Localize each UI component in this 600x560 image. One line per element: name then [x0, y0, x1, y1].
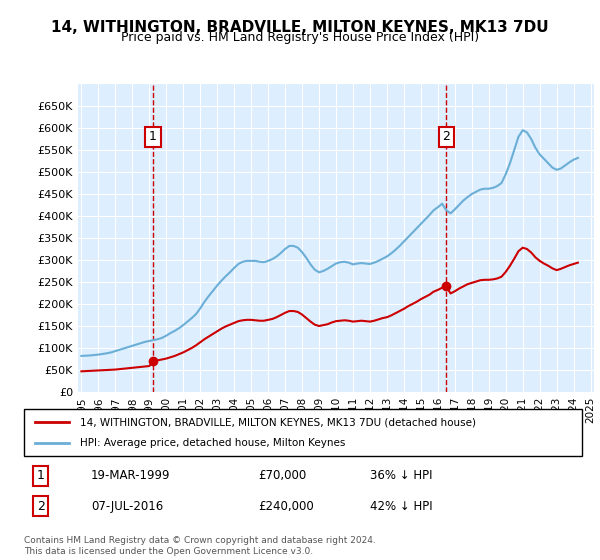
- Text: 14, WITHINGTON, BRADVILLE, MILTON KEYNES, MK13 7DU (detached house): 14, WITHINGTON, BRADVILLE, MILTON KEYNES…: [80, 417, 476, 427]
- Text: Contains HM Land Registry data © Crown copyright and database right 2024.
This d: Contains HM Land Registry data © Crown c…: [24, 536, 376, 556]
- FancyBboxPatch shape: [24, 409, 582, 456]
- Text: 36% ↓ HPI: 36% ↓ HPI: [370, 469, 433, 482]
- Text: Price paid vs. HM Land Registry's House Price Index (HPI): Price paid vs. HM Land Registry's House …: [121, 31, 479, 44]
- Text: HPI: Average price, detached house, Milton Keynes: HPI: Average price, detached house, Milt…: [80, 438, 345, 448]
- Text: £70,000: £70,000: [259, 469, 307, 482]
- Text: 1: 1: [37, 469, 44, 482]
- Text: 19-MAR-1999: 19-MAR-1999: [91, 469, 170, 482]
- Text: 07-JUL-2016: 07-JUL-2016: [91, 500, 163, 512]
- Text: 14, WITHINGTON, BRADVILLE, MILTON KEYNES, MK13 7DU: 14, WITHINGTON, BRADVILLE, MILTON KEYNES…: [51, 20, 549, 35]
- Text: 42% ↓ HPI: 42% ↓ HPI: [370, 500, 433, 512]
- Text: 2: 2: [443, 130, 451, 143]
- Text: 1: 1: [149, 130, 157, 143]
- Text: 2: 2: [37, 500, 44, 512]
- Text: £240,000: £240,000: [259, 500, 314, 512]
